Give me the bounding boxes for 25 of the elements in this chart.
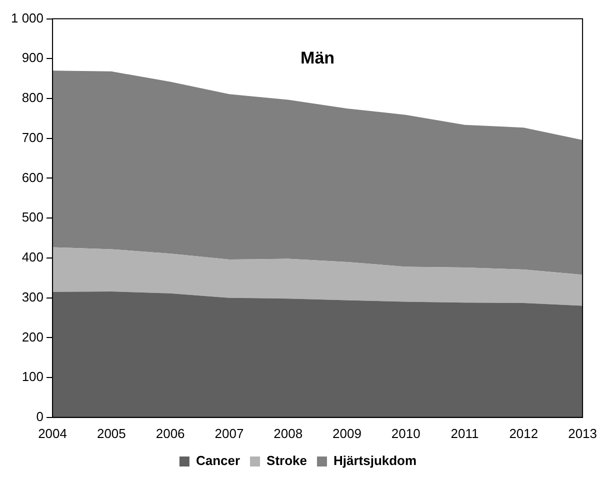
x-tick-label: 2004 <box>38 426 67 441</box>
y-tick-label: 600 <box>22 170 44 185</box>
x-tick-label: 2009 <box>332 426 362 441</box>
legend-label: Stroke <box>266 453 307 468</box>
x-tick-label: 2005 <box>96 426 126 441</box>
legend-label: Cancer <box>196 453 240 468</box>
legend-label: Hjärtsjukdom <box>333 453 417 468</box>
x-tick-label: 2006 <box>156 426 185 441</box>
y-tick-label: 500 <box>22 210 44 225</box>
y-tick-label: 200 <box>22 329 44 344</box>
y-tick-label: 300 <box>22 289 44 304</box>
x-tick-label: 2011 <box>450 426 479 441</box>
text: Män <box>300 48 335 68</box>
y-tick-label: 800 <box>22 90 44 106</box>
x-tick-label: 2010 <box>391 426 420 441</box>
y-tick-label: 0 <box>36 408 44 424</box>
y-tick-label: 900 <box>22 50 44 66</box>
x-tick-label: 2008 <box>274 426 303 441</box>
y-tick-label: 700 <box>22 130 44 145</box>
y-tick-label: 400 <box>22 250 44 265</box>
x-tick-label: 2013 <box>568 426 597 441</box>
y-tick-label: 1 000 <box>10 10 44 26</box>
x-tick-label: 2007 <box>214 426 244 441</box>
x-tick-label: 2012 <box>509 426 538 441</box>
y-tick-label: 100 <box>22 369 44 384</box>
